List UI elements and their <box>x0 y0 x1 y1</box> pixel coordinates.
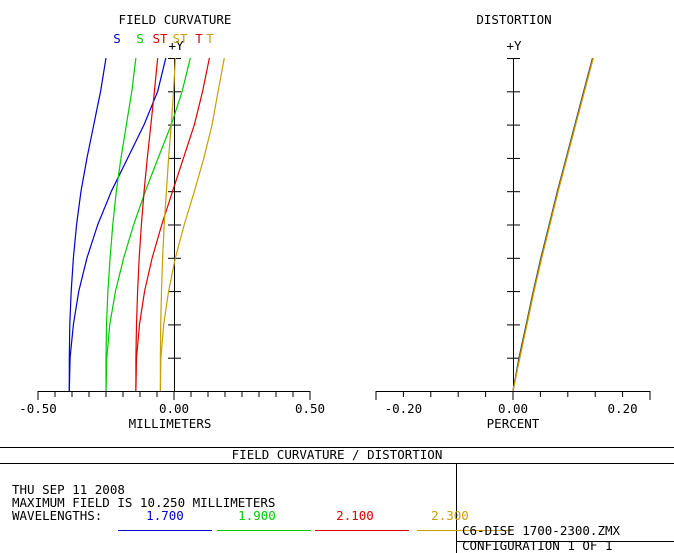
footer-date: THU SEP 11 2008 <box>12 482 125 497</box>
footer-file-name: C6-DISE 1700-2300.ZMX <box>462 523 621 538</box>
field-curvature-chart: FIELD CURVATURE +Y S S ST ST T T -0.50 0.00 0.5… <box>19 12 325 431</box>
footer-max-field: MAXIMUM FIELD IS 10.250 MILLIMETERS <box>12 495 275 510</box>
fc-series-gold-s <box>159 57 176 391</box>
panel-frames <box>0 447 674 553</box>
distortion-chart: DISTORTION +Y -0.20 0.00 0.20 PERCENT <box>375 12 651 431</box>
fc-series-green-s <box>105 57 137 391</box>
fc-series-red-s <box>135 57 159 391</box>
fc-series-label: ST <box>172 31 188 46</box>
fc-axes <box>37 58 311 400</box>
ds-axes <box>375 58 651 400</box>
ds-series-gold-curve <box>512 57 594 392</box>
fc-series-label: S <box>113 31 121 46</box>
fc-series-green-t <box>105 57 191 392</box>
footer-title: FIELD CURVATURE / DISTORTION <box>232 447 443 462</box>
fc-series-label: T <box>206 31 214 46</box>
ds-title: DISTORTION <box>476 12 551 27</box>
ds-tick-labels: -0.20 0.00 0.20 <box>385 401 638 416</box>
wavelength-value: 1.700 <box>146 508 184 523</box>
fc-series-label: ST <box>152 31 168 46</box>
ds-tick-label: -0.20 <box>385 401 423 416</box>
fc-title: FIELD CURVATURE <box>119 12 232 27</box>
fc-tick-label: 0.50 <box>295 401 325 416</box>
ds-xlabel: PERCENT <box>487 416 540 431</box>
fc-xlabel: MILLIMETERS <box>129 416 212 431</box>
ds-ylabel: +Y <box>506 38 522 53</box>
footer-wavelengths-label: WAVELENGTHS: <box>12 508 102 523</box>
fc-tick-labels: -0.50 0.00 0.50 <box>19 401 325 416</box>
fc-tick-label: -0.50 <box>19 401 57 416</box>
ds-series-red-curve <box>512 57 594 392</box>
ds-curves <box>512 57 594 392</box>
ds-tick-label: 0.00 <box>498 401 528 416</box>
fc-curves <box>68 57 225 392</box>
wavelength-value: 2.300 <box>431 508 469 523</box>
fc-series-blue-t <box>68 57 167 392</box>
fc-series-red-t <box>135 57 210 392</box>
fc-series-labels: S S ST ST T T <box>113 31 214 46</box>
wavelength-value: 1.900 <box>238 508 276 523</box>
footer-configuration: CONFIGURATION 1 OF 1 <box>462 538 613 553</box>
fc-tick-label: 0.00 <box>159 401 189 416</box>
ds-tick-label: 0.20 <box>608 401 638 416</box>
wavelength-legend: 1.700 1.900 2.100 2.300 <box>118 508 511 531</box>
fc-series-gold-t <box>159 57 225 392</box>
wavelength-value: 2.100 <box>336 508 374 523</box>
fc-series-label: T <box>195 31 203 46</box>
fc-series-blue-s <box>68 57 107 391</box>
ds-series-green-curve <box>512 57 594 392</box>
fc-series-label: S <box>136 31 144 46</box>
fc-ylabel: +Y <box>168 38 184 53</box>
